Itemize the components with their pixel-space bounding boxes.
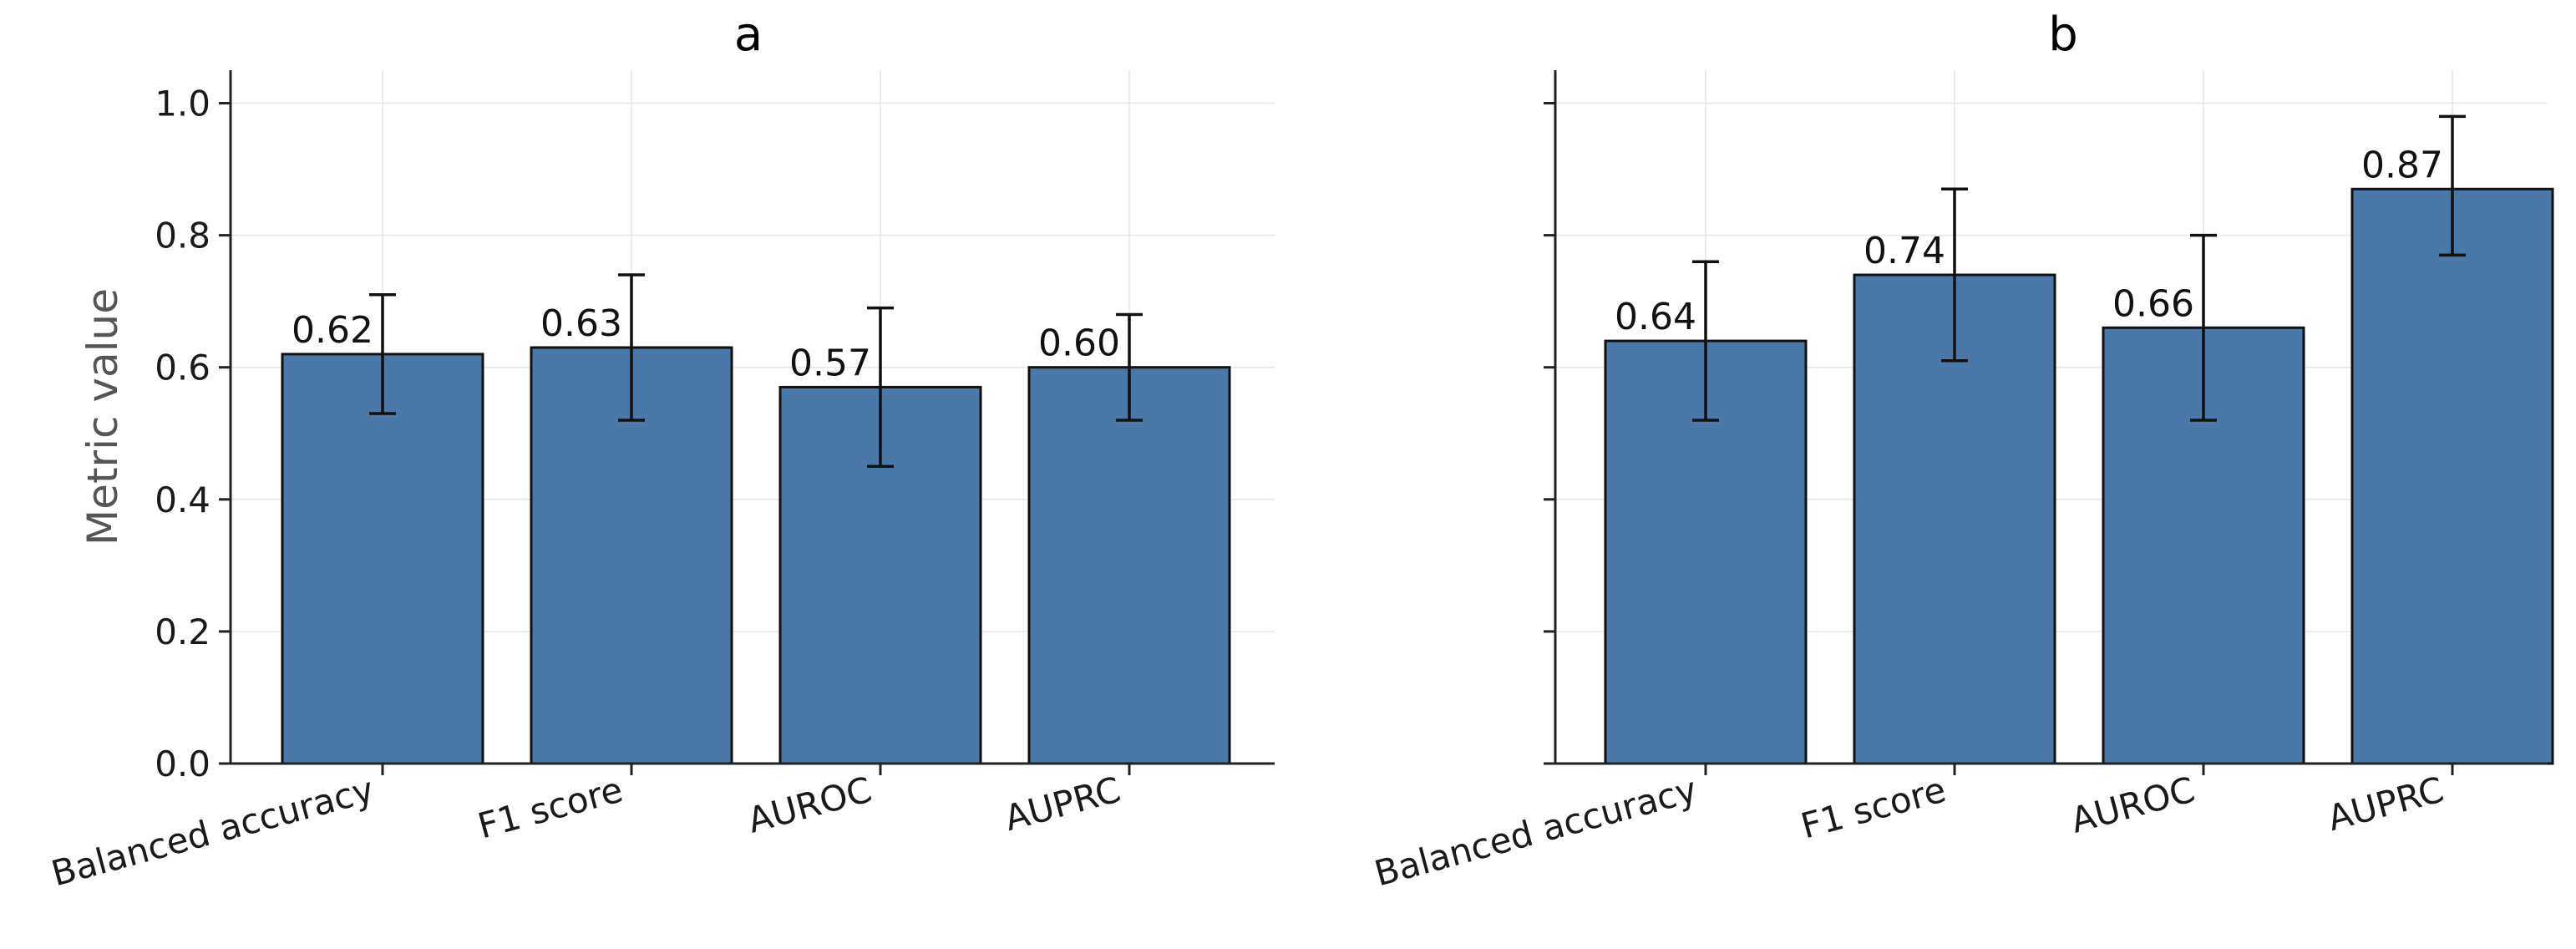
panel-title: b [2048, 8, 2078, 62]
bar [281, 353, 484, 765]
y-axis-label: Metric value [79, 288, 127, 546]
value-label: 0.66 [2112, 282, 2194, 325]
x-tick-label: AUPRC [2323, 769, 2447, 839]
value-label: 0.57 [789, 342, 871, 384]
panel-b: 0.64 0.74 0.66 0.87 Balanced accuracy F1 scor… [1370, 8, 2554, 894]
value-label: 0.64 [1615, 296, 1696, 338]
value-label: 0.87 [2361, 144, 2443, 186]
value-label: 0.74 [1864, 230, 1945, 272]
value-label: 0.62 [292, 309, 373, 352]
y-tick-label: 0.4 [155, 480, 210, 520]
x-tick-label: Balanced accuracy [1370, 769, 1701, 894]
y-tick-label: 0.6 [155, 348, 210, 388]
y-tick-label: 0.8 [155, 216, 210, 256]
y-tick-label: 0.0 [155, 743, 210, 784]
value-label: 0.63 [540, 302, 622, 345]
bar [2350, 187, 2554, 765]
y-tick-label: 0.2 [155, 612, 210, 652]
x-tick-label: AUROC [743, 769, 876, 840]
x-tick-label: F1 score [474, 769, 627, 846]
y-tick-label: 1.0 [155, 84, 210, 124]
value-label: 0.60 [1038, 322, 1120, 365]
x-tick-label: AUPRC [1000, 769, 1124, 839]
x-tick-label: F1 score [1797, 769, 1950, 846]
panel-a: 0.62 0.63 0.57 0.60 0.0 0.2 0.4 0.6 0.8 1.0 Balanc… [47, 8, 1275, 894]
x-tick-label: AUROC [2066, 769, 2199, 840]
x-tick-label: Balanced accuracy [47, 769, 378, 894]
bar [1027, 366, 1231, 765]
panel-title: a [734, 8, 763, 62]
